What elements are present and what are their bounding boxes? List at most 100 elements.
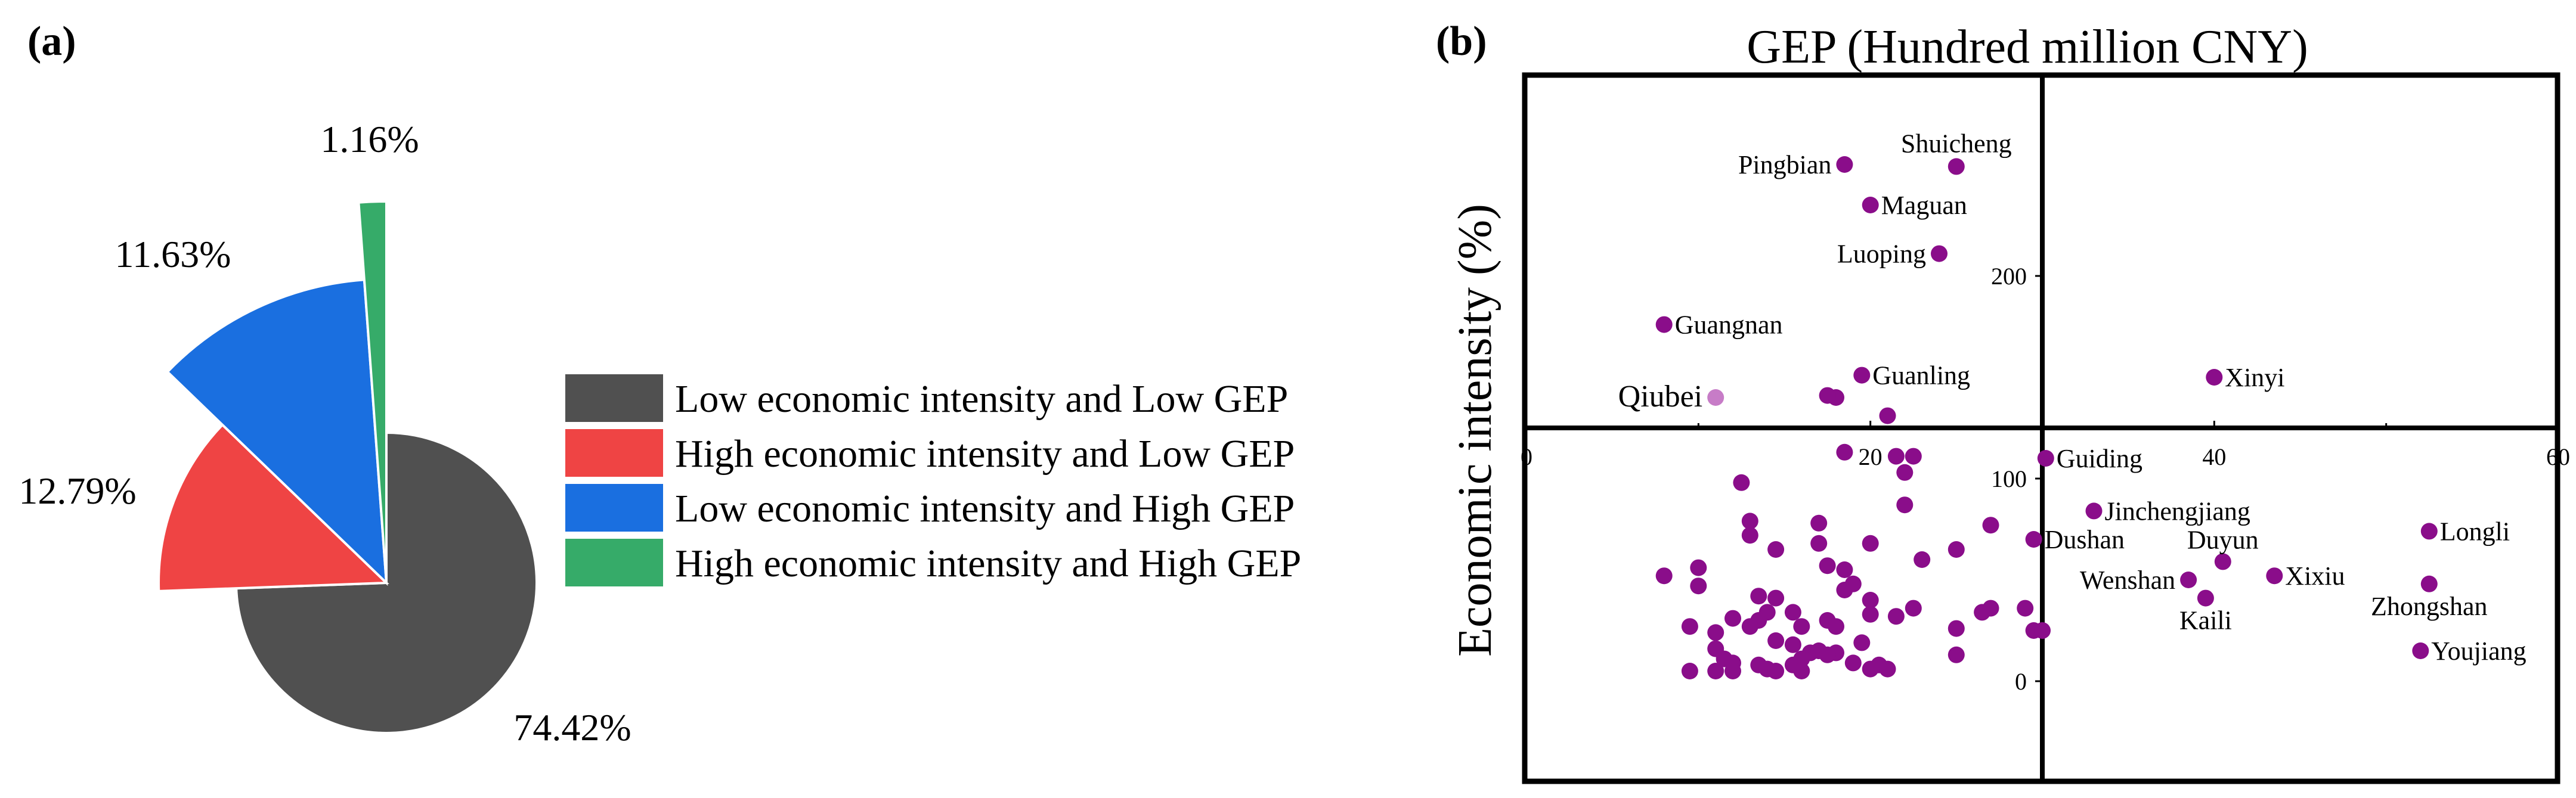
scatter-point-6 (1905, 448, 1922, 465)
point-label-maguan: Maguan (1881, 191, 1967, 220)
scatter-point-15 (1767, 541, 1785, 558)
scatter-point-35 (1905, 600, 1922, 617)
point-label-longli: Longli (2440, 517, 2510, 546)
scatter-point-7 (1896, 464, 1914, 481)
point-label-dushan: Dushan (2045, 525, 2125, 554)
scatter-point-11 (1741, 527, 1758, 544)
y-tick-label-100: 100 (1991, 465, 2027, 492)
legend-swatch-high-economic-intensity-and-high-gep (565, 539, 663, 586)
y-axis-ticks: 0 100 200 (1991, 263, 2042, 695)
scatter-point-9 (1896, 496, 1914, 514)
panel-label-b: (b) (1436, 18, 1487, 64)
scatter-point-2 (1819, 387, 1836, 404)
scatter-point-jinchengjiang (2085, 502, 2103, 520)
scatter-point-dushan (2025, 531, 2042, 548)
scatter-points (1655, 156, 2438, 679)
scatter-point-20 (1690, 559, 1707, 576)
scatter-point-xixiu (2266, 567, 2283, 585)
pie-value-label-low-economic-intensity-and-low-gep: 74.42% (513, 706, 631, 749)
scatter-point-19 (1655, 567, 1673, 585)
scatter-point-maguan (1862, 197, 1879, 213)
pie-value-labels: 74.42% 12.79% 11.63% 1.16% (18, 118, 631, 749)
scatter-point-39 (1707, 624, 1724, 641)
point-label-zhongshan: Zhongshan (2371, 592, 2488, 621)
point-label-jinchengjiang: Jinchengjiang (2105, 496, 2250, 526)
scatter-point-wenshan (2180, 572, 2197, 588)
scatter-point-22 (1819, 557, 1836, 575)
scatter-point-13 (1810, 535, 1828, 552)
pie-value-label-high-economic-intensity-and-high-gep: 1.16% (320, 118, 419, 160)
point-label-duyun: Duyun (2187, 525, 2259, 554)
scatter-point-30 (1724, 610, 1741, 627)
y-tick-label-0: 0 (2015, 668, 2027, 695)
legend-swatch-high-economic-intensity-and-low-gep (565, 429, 663, 477)
scatter-point-68 (1707, 663, 1724, 679)
scatter-point-32 (1784, 604, 1801, 621)
scatter-point-48 (1767, 632, 1785, 649)
point-label-xixiu: Xixiu (2285, 561, 2345, 591)
scatter-point-70 (1767, 663, 1785, 679)
scatter-point-26 (1750, 588, 1767, 605)
scatter-point-17 (1948, 541, 1965, 558)
pie-chart-panel: (a) 74.42% 12.79% 11.63% 1.16% Low economic… (18, 18, 1301, 749)
scatter-point-4 (1836, 443, 1853, 461)
point-label-guiding: Guiding (2057, 444, 2142, 473)
y-axis-label: Economic intensity (%) (1449, 204, 1501, 657)
scatter-point-37 (1982, 600, 1999, 617)
scatter-point-shuicheng (1948, 158, 1965, 175)
pie-legend: Low economic intensity and Low GEP High e… (565, 374, 1301, 586)
point-label-wenshan: Wenshan (2080, 566, 2175, 595)
scatter-point-21 (1690, 577, 1707, 595)
scatter-point-youjiang (2412, 642, 2429, 659)
scatter-point-kaili (2197, 589, 2214, 607)
point-label-pingbian: Pingbian (1738, 150, 1831, 179)
scatter-point-66 (1948, 646, 1965, 663)
scatter-point-25 (1836, 582, 1853, 598)
pie-value-label-high-economic-intensity-and-low-gep: 12.79% (18, 470, 136, 512)
scatter-point-3 (1879, 407, 1896, 424)
scatter-point-14 (1862, 535, 1879, 552)
pie-slice-high-economic-intensity-and-low-gep (157, 423, 389, 592)
scatter-point-41 (1793, 618, 1810, 635)
scatter-point-44 (1948, 620, 1965, 637)
scatter-point-65 (1879, 660, 1896, 678)
scatter-point-qiubei (1707, 389, 1724, 406)
y-tick-label-200: 200 (1991, 263, 2027, 290)
scatter-point-12 (1810, 514, 1828, 532)
point-label-guangnan: Guangnan (1675, 310, 1783, 340)
scatter-point-27 (1767, 589, 1785, 607)
scatter-point-guanling (1853, 367, 1871, 384)
point-label-luoping: Luoping (1837, 240, 1926, 269)
scatter-point-duyun (2214, 553, 2231, 570)
scatter-point-60 (1793, 650, 1810, 667)
scatter-point-62 (1844, 654, 1862, 672)
scatter-point-guangnan (1655, 316, 1673, 333)
pie-slice-high-economic-intensity-and-high-gep (357, 200, 388, 583)
scatter-point-71 (1793, 663, 1810, 679)
point-label-qiubei: Qiubei (1618, 380, 1703, 414)
scatter-point-longli (2420, 523, 2438, 540)
scatter-point-38 (1681, 618, 1698, 635)
scatter-point-69 (1724, 663, 1741, 679)
scatter-point-43 (1887, 608, 1905, 625)
scatter-point-67 (1681, 663, 1698, 679)
point-label-xinyi: Xinyi (2225, 363, 2284, 392)
scatter-point-47 (2034, 622, 2051, 639)
point-label-youjiang: Youjiang (2431, 636, 2526, 666)
scatter-point-28 (1862, 592, 1879, 608)
scatter-point-16 (1982, 517, 1999, 534)
scatter-point-5 (1887, 448, 1905, 465)
legend-entry-low-economic-intensity-and-low-gep: Low economic intensity and Low GEP (675, 377, 1288, 421)
pie-slice-low-economic-intensity-and-high-gep (166, 278, 388, 586)
scatter-point-18 (1914, 551, 1931, 568)
scatter-point-49 (1784, 636, 1801, 653)
scatter-point-61 (1819, 646, 1836, 663)
scatter-point-34 (1862, 606, 1879, 623)
scatter-point-40 (1741, 618, 1758, 635)
legend-entry-high-economic-intensity-and-low-gep: High economic intensity and Low GEP (675, 432, 1295, 476)
legend-entry-low-economic-intensity-and-high-gep: Low economic intensity and High GEP (675, 487, 1295, 530)
legend-entry-high-economic-intensity-and-high-gep: High economic intensity and High GEP (675, 542, 1301, 585)
scatter-point-42 (1828, 618, 1844, 635)
point-label-guanling: Guanling (1872, 361, 1970, 390)
